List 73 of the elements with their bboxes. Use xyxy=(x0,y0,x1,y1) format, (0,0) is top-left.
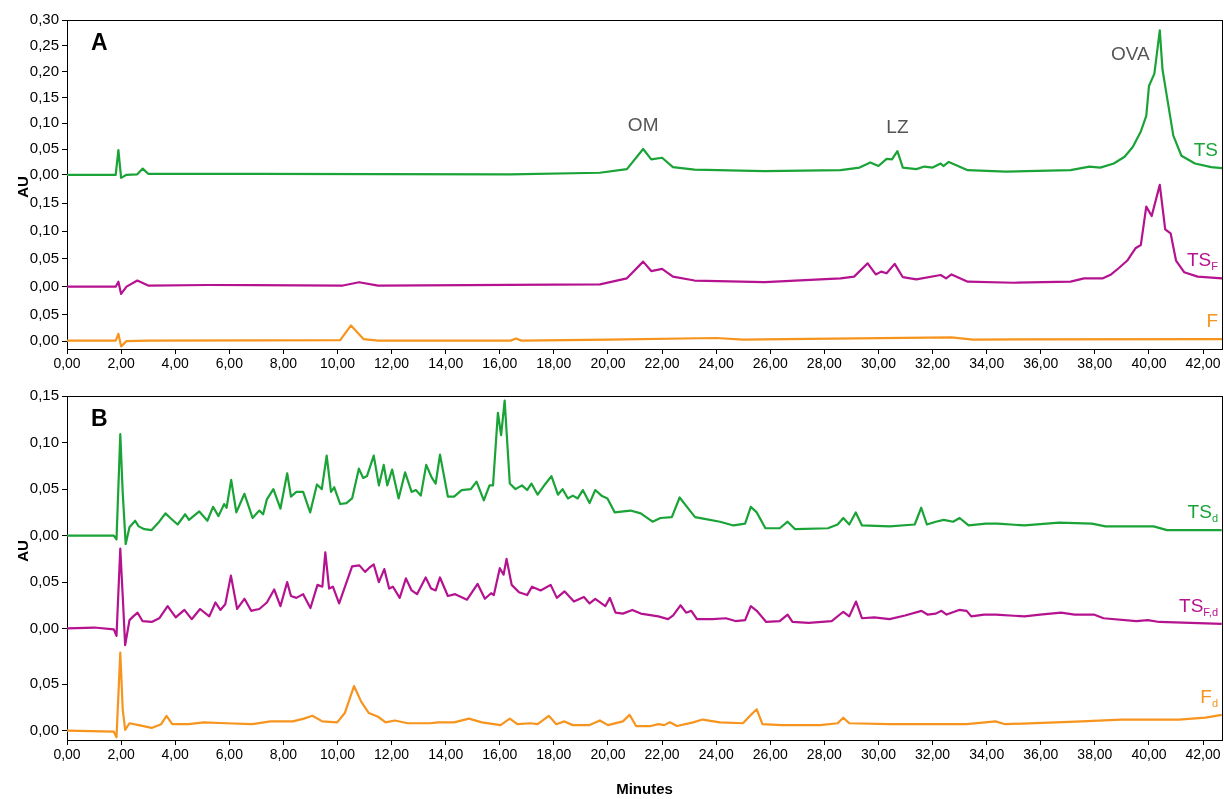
x-tick-label: 6,00 xyxy=(215,746,244,763)
y-tick-label: 0,05 xyxy=(29,674,59,692)
x-tick-label: 38,00 xyxy=(1077,355,1113,372)
y-tick-label: 0,30 xyxy=(29,10,59,28)
x-tick-label: 36,00 xyxy=(1023,355,1059,372)
annotation: B xyxy=(91,404,108,431)
x-tick-label: 24,00 xyxy=(698,355,734,372)
x-tick-label: 18,00 xyxy=(536,355,572,372)
y-tick-label: 0,10 xyxy=(29,432,59,450)
x-tick-label: 24,00 xyxy=(698,746,734,763)
y-tick-label: 0,00 xyxy=(29,331,59,349)
annotation: LZ xyxy=(886,115,909,137)
x-tick-label: 40,00 xyxy=(1131,355,1167,372)
y-tick-label: 0,10 xyxy=(29,113,59,131)
y-tick-label: 0,00 xyxy=(29,720,59,738)
series-label: TS xyxy=(1193,139,1218,161)
x-tick-label: 8,00 xyxy=(269,355,298,372)
x-tick-label: 16,00 xyxy=(482,746,518,763)
x-tick-label: 14,00 xyxy=(428,355,464,372)
y-tick-label: 0,05 xyxy=(29,572,59,590)
y-tick-label: 0,00 xyxy=(29,276,59,294)
x-tick-label: 12,00 xyxy=(374,746,410,763)
x-tick-label: 28,00 xyxy=(806,746,843,763)
x-tick-label: 30,00 xyxy=(860,746,897,763)
annotation: OVA xyxy=(1111,42,1151,64)
x-tick-label: 14,00 xyxy=(428,746,464,763)
x-tick-label: 40,00 xyxy=(1131,746,1167,763)
x-tick-label: 26,00 xyxy=(752,746,788,763)
y-tick-label: 0,15 xyxy=(29,386,59,404)
y-tick-label: 0,00 xyxy=(29,525,59,543)
y-tick-label: 0,05 xyxy=(29,139,59,157)
y-tick-label: 0,05 xyxy=(29,305,59,323)
y-tick-label: 0,10 xyxy=(29,221,59,239)
y-tick-label: 0,00 xyxy=(29,164,59,182)
x-tick-label: 32,00 xyxy=(915,746,951,763)
x-tick-label: 16,00 xyxy=(482,355,518,372)
x-tick-label: 6,00 xyxy=(215,355,244,372)
x-tick-label: 26,00 xyxy=(752,355,788,372)
x-tick-label: 10,00 xyxy=(319,746,356,763)
x-axis-title: Minutes xyxy=(616,780,673,798)
x-tick-label: 2,00 xyxy=(107,746,135,763)
x-tick-label: 42,00 xyxy=(1185,746,1221,763)
x-tick-label: 34,00 xyxy=(969,746,1005,763)
annotation: OM xyxy=(627,113,659,135)
x-tick-label: 12,00 xyxy=(374,355,410,372)
y-tick-label: 0,15 xyxy=(29,193,59,211)
series-label: F xyxy=(1206,310,1218,332)
x-tick-label: 42,00 xyxy=(1185,355,1221,372)
x-tick-label: 28,00 xyxy=(806,355,843,372)
x-tick-label: 34,00 xyxy=(969,355,1005,372)
x-tick-label: 18,00 xyxy=(536,746,572,763)
y-tick-label: 0,05 xyxy=(29,248,59,266)
annotation: A xyxy=(91,28,108,55)
x-tick-label: 22,00 xyxy=(644,355,680,372)
y-tick-label: 0,05 xyxy=(29,479,59,497)
x-tick-label: 0,00 xyxy=(53,355,81,372)
x-tick-label: 4,00 xyxy=(161,355,190,372)
y-tick-label: 0,15 xyxy=(29,87,59,105)
y-tick-label: 0,00 xyxy=(29,618,59,636)
x-tick-label: 20,00 xyxy=(590,746,626,763)
x-tick-label: 32,00 xyxy=(915,355,951,372)
x-tick-label: 30,00 xyxy=(860,355,897,372)
x-tick-label: 10,00 xyxy=(319,355,356,372)
x-tick-label: 4,00 xyxy=(161,746,190,763)
x-tick-label: 2,00 xyxy=(107,355,135,372)
x-tick-label: 8,00 xyxy=(269,746,298,763)
y-tick-label: 0,20 xyxy=(29,61,59,79)
x-tick-label: 38,00 xyxy=(1077,746,1113,763)
x-tick-label: 0,00 xyxy=(53,746,81,763)
y-tick-label: 0,25 xyxy=(29,35,59,53)
x-tick-label: 36,00 xyxy=(1023,746,1059,763)
x-tick-label: 20,00 xyxy=(590,355,626,372)
x-tick-label: 22,00 xyxy=(644,746,680,763)
